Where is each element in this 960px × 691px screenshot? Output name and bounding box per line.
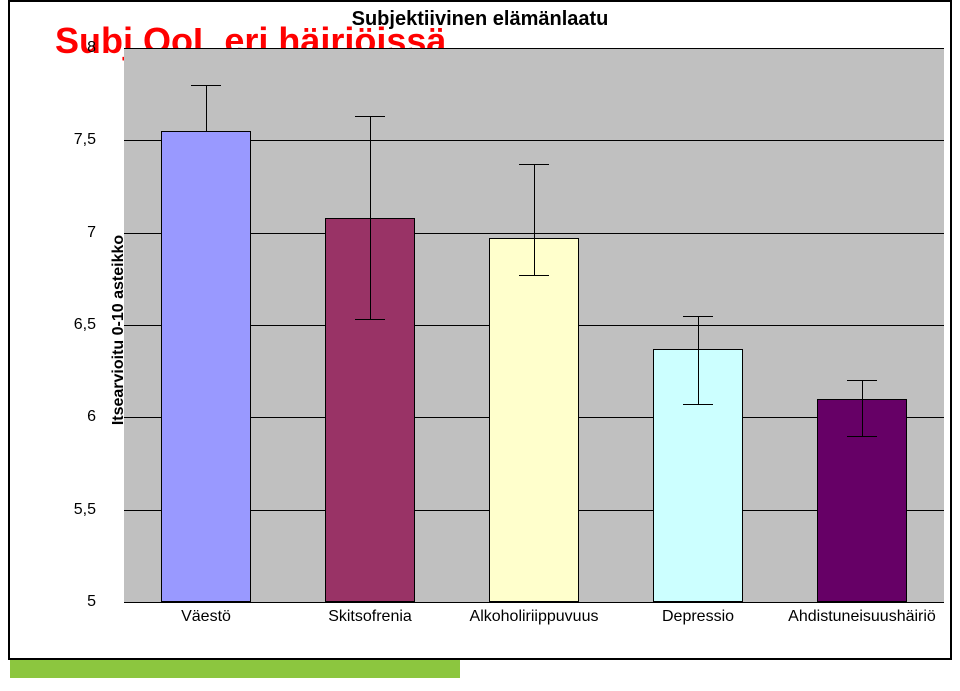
error-cap-upper [519,164,549,165]
error-cap-lower [519,275,549,276]
y-tick-label: 7 [87,224,96,242]
error-cap-upper [847,380,877,381]
chart-border: Subjektiivinen elämänlaatu Subj QoL eri … [8,0,952,660]
error-cap-lower [191,131,221,132]
y-tick-label: 5,5 [74,501,96,519]
x-tick-label: Väestö [181,608,231,626]
y-tick-label: 5 [87,593,96,611]
error-bar [534,164,535,275]
error-cap-upper [191,85,221,86]
error-cap-lower [847,436,877,437]
error-cap-upper [683,316,713,317]
x-tick-label: Skitsofrenia [328,608,412,626]
x-tick-label: Ahdistuneisuushäiriö [788,608,936,626]
error-bar [862,380,863,435]
y-tick-label: 7,5 [74,131,96,149]
gridline [124,48,944,49]
y-tick-label: 6,5 [74,316,96,334]
y-tick-label: 8 [87,39,96,57]
y-tick-label: 6 [87,408,96,426]
bar [489,238,579,602]
decorative-strip [10,660,460,678]
error-bar [698,316,699,405]
error-cap-upper [355,116,385,117]
error-bar [206,85,207,131]
bar [161,131,251,602]
error-cap-lower [355,319,385,320]
x-tick-label: Alkoholiriippuvuus [470,608,599,626]
gridline [124,602,944,603]
x-tick-label: Depressio [662,608,734,626]
error-cap-lower [683,404,713,405]
error-bar [370,116,371,319]
